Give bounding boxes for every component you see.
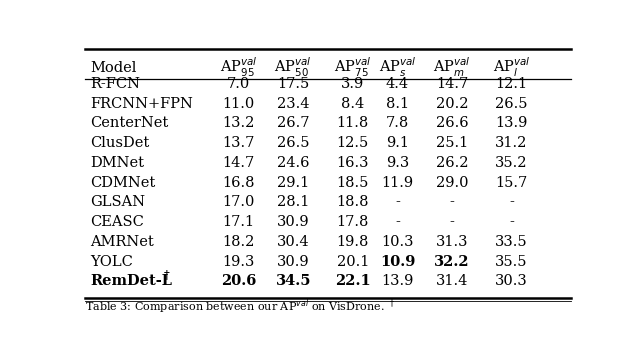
Text: -: - <box>395 215 400 229</box>
Text: 17.8: 17.8 <box>337 215 369 229</box>
Text: AP$^{val}_{75}$: AP$^{val}_{75}$ <box>334 56 372 79</box>
Text: Table 3: Comparison between our AP$^{val}$ on VisDrone. $^\dagger$: Table 3: Comparison between our AP$^{val… <box>85 297 395 316</box>
Text: 13.2: 13.2 <box>223 117 255 131</box>
Text: 31.3: 31.3 <box>436 235 468 249</box>
Text: 26.5: 26.5 <box>277 136 310 150</box>
Text: AP$^{val}_{95}$: AP$^{val}_{95}$ <box>220 56 258 79</box>
Text: 31.4: 31.4 <box>436 274 468 288</box>
Text: 12.1: 12.1 <box>495 77 527 91</box>
Text: 23.4: 23.4 <box>277 97 310 111</box>
Text: ClusDet: ClusDet <box>90 136 149 150</box>
Text: -: - <box>449 215 454 229</box>
Text: -: - <box>395 196 400 210</box>
Text: 8.4: 8.4 <box>341 97 364 111</box>
Text: 10.9: 10.9 <box>380 254 415 269</box>
Text: 26.6: 26.6 <box>436 117 468 131</box>
Text: 29.0: 29.0 <box>436 176 468 190</box>
Text: 18.5: 18.5 <box>337 176 369 190</box>
Text: DMNet: DMNet <box>90 156 144 170</box>
Text: 8.1: 8.1 <box>386 97 409 111</box>
Text: 9.3: 9.3 <box>386 156 409 170</box>
Text: AP$^{val}_{s}$: AP$^{val}_{s}$ <box>378 56 417 79</box>
Text: 14.7: 14.7 <box>223 156 255 170</box>
Text: 33.5: 33.5 <box>495 235 528 249</box>
Text: AMRNet: AMRNet <box>90 235 154 249</box>
Text: 7.8: 7.8 <box>386 117 409 131</box>
Text: 35.2: 35.2 <box>495 156 528 170</box>
Text: 13.7: 13.7 <box>223 136 255 150</box>
Text: 18.8: 18.8 <box>337 196 369 210</box>
Text: 24.6: 24.6 <box>277 156 310 170</box>
Text: 30.9: 30.9 <box>277 254 310 269</box>
Text: 31.2: 31.2 <box>495 136 528 150</box>
Text: 7.0: 7.0 <box>227 77 250 91</box>
Text: AP$^{val}_{l}$: AP$^{val}_{l}$ <box>493 56 531 79</box>
Text: 35.5: 35.5 <box>495 254 528 269</box>
Text: 19.3: 19.3 <box>223 254 255 269</box>
Text: CEASC: CEASC <box>90 215 144 229</box>
Text: CenterNet: CenterNet <box>90 117 168 131</box>
Text: 18.2: 18.2 <box>223 235 255 249</box>
Text: R-FCN: R-FCN <box>90 77 140 91</box>
Text: 30.9: 30.9 <box>277 215 310 229</box>
Text: AP$^{val}_{m}$: AP$^{val}_{m}$ <box>433 56 471 79</box>
Text: 20.6: 20.6 <box>221 274 257 288</box>
Text: 20.2: 20.2 <box>436 97 468 111</box>
Text: AP$^{val}_{50}$: AP$^{val}_{50}$ <box>275 56 312 79</box>
Text: 29.1: 29.1 <box>277 176 309 190</box>
Text: 16.3: 16.3 <box>337 156 369 170</box>
Text: 14.7: 14.7 <box>436 77 468 91</box>
Text: Model: Model <box>90 61 136 75</box>
Text: -: - <box>509 215 514 229</box>
Text: 26.7: 26.7 <box>277 117 310 131</box>
Text: FRCNN+FPN: FRCNN+FPN <box>90 97 193 111</box>
Text: 16.8: 16.8 <box>223 176 255 190</box>
Text: 34.5: 34.5 <box>276 274 311 288</box>
Text: 12.5: 12.5 <box>337 136 369 150</box>
Text: 26.2: 26.2 <box>436 156 468 170</box>
Text: CDMNet: CDMNet <box>90 176 155 190</box>
Text: 17.0: 17.0 <box>223 196 255 210</box>
Text: 19.8: 19.8 <box>337 235 369 249</box>
Text: 17.5: 17.5 <box>277 77 309 91</box>
Text: 11.0: 11.0 <box>223 97 255 111</box>
Text: 20.1: 20.1 <box>337 254 369 269</box>
Text: YOLC: YOLC <box>90 254 132 269</box>
Text: 13.9: 13.9 <box>381 274 413 288</box>
Text: 3.9: 3.9 <box>341 77 364 91</box>
Text: 28.1: 28.1 <box>277 196 310 210</box>
Text: $\dagger$: $\dagger$ <box>163 269 171 282</box>
Text: 22.1: 22.1 <box>335 274 371 288</box>
Text: -: - <box>449 196 454 210</box>
Text: 17.1: 17.1 <box>223 215 255 229</box>
Text: RemDet-L: RemDet-L <box>90 274 172 288</box>
Text: 4.4: 4.4 <box>386 77 409 91</box>
Text: 32.2: 32.2 <box>434 254 470 269</box>
Text: 11.8: 11.8 <box>337 117 369 131</box>
Text: 9.1: 9.1 <box>386 136 409 150</box>
Text: 15.7: 15.7 <box>495 176 527 190</box>
Text: 25.1: 25.1 <box>436 136 468 150</box>
Text: 13.9: 13.9 <box>495 117 528 131</box>
Text: -: - <box>509 196 514 210</box>
Text: 26.5: 26.5 <box>495 97 528 111</box>
Text: 10.3: 10.3 <box>381 235 413 249</box>
Text: 30.4: 30.4 <box>277 235 310 249</box>
Text: 11.9: 11.9 <box>381 176 413 190</box>
Text: 30.3: 30.3 <box>495 274 528 288</box>
Text: GLSAN: GLSAN <box>90 196 145 210</box>
